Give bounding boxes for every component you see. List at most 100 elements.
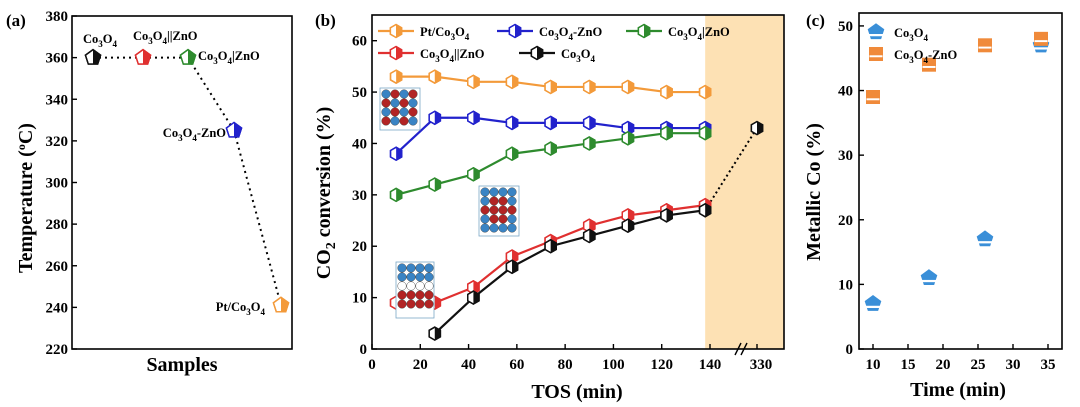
panel-b-label: (b) xyxy=(315,11,336,30)
panel-b-legend-label: Co3O4|ZnO xyxy=(668,25,730,42)
panel-c-legend-label: Co3O4 xyxy=(894,26,929,43)
panel-c-plot-frame xyxy=(858,12,1063,350)
panel-b-x-tick-label: 100 xyxy=(602,357,625,373)
panel-c-x-axis-title: Time (min) xyxy=(910,379,1006,401)
panel-b-y-tick-label: 30 xyxy=(352,188,367,204)
panel-b-legend-marker xyxy=(530,45,544,61)
panel-b-y-tick-label: 0 xyxy=(360,342,368,358)
panel-b-point xyxy=(750,120,764,136)
panel-a-x-axis-title: Samples xyxy=(146,354,217,376)
panel-b-plot-frame xyxy=(371,14,785,350)
panel-c-point xyxy=(1034,31,1048,46)
panel-b-point xyxy=(582,228,596,244)
panel-b-inset-layered xyxy=(395,261,435,319)
panel-b-point xyxy=(582,115,596,131)
panel-c-x-tick-label: 25 xyxy=(971,357,986,373)
panel-b-point xyxy=(544,79,557,95)
panel-b-point xyxy=(544,238,557,254)
panel-b-x-tick-label: 40 xyxy=(461,357,476,373)
panel-a-y-tick-label: 280 xyxy=(46,217,69,233)
panel-b-y-tick-label: 40 xyxy=(352,136,367,152)
panel-b-point xyxy=(428,326,442,341)
panel-b-point xyxy=(698,84,712,100)
panel-b-legend-marker xyxy=(389,23,403,39)
panel-b-point xyxy=(389,187,403,203)
panel-b-legend-marker xyxy=(389,45,403,61)
panel-a-point xyxy=(225,121,243,138)
panel-a-label: (a) xyxy=(6,11,26,30)
panel-a: (a) 220 240 260 280 300 320 340 360 380 Co3O4 Co3… xyxy=(6,9,293,376)
panel-c-point xyxy=(866,90,880,104)
panel-a-point xyxy=(134,48,152,65)
panel-a-y-tick-label: 240 xyxy=(46,300,69,316)
panel-b-legend-label: Co3O4 xyxy=(561,47,596,64)
panel-b-point xyxy=(621,120,635,136)
panel-b-x-tick-label: 80 xyxy=(558,357,573,373)
panel-b-shaded-region xyxy=(705,15,784,349)
panel-b-point xyxy=(544,141,557,156)
panel-a-y-tick-label: 380 xyxy=(46,9,69,25)
panel-b-legend-label: Co3O4-ZnO xyxy=(539,25,602,42)
panel-a-point xyxy=(272,296,290,313)
panel-b-x-tick-label: 60 xyxy=(509,357,524,373)
panel-b-extrapolation-line xyxy=(704,127,758,211)
panel-c-x-tick-label: 10 xyxy=(866,357,881,373)
panel-c: (c) 0 10 20 30 40 50 10 15 20 25 30 35 Co3O4 Co3O4-Z… xyxy=(803,11,1063,401)
panel-b-y-axis-title: CO2 conversion (%) xyxy=(313,107,339,280)
panel-b-point xyxy=(389,146,403,162)
panel-b-point xyxy=(505,74,519,90)
panel-b-point xyxy=(544,115,557,131)
panel-c-point xyxy=(920,269,938,285)
panel-a-y-tick-label: 340 xyxy=(46,92,69,108)
panel-b-series-line xyxy=(396,204,706,304)
panel-a-point-label: Co3O4|ZnO xyxy=(198,49,260,66)
panel-c-legend-label: Co3O4-ZnO xyxy=(894,48,957,65)
panel-a-point-label: Co3O4||ZnO xyxy=(133,29,198,46)
panel-b-point xyxy=(582,79,596,95)
panel-b-point xyxy=(467,74,480,90)
panel-a-point xyxy=(84,48,102,65)
panel-b-y-tick-label: 20 xyxy=(352,239,367,255)
panel-b-point xyxy=(428,69,442,84)
panel-b-point xyxy=(389,69,403,84)
panel-b-point xyxy=(582,218,596,233)
panel-b-inset-core-shell xyxy=(478,185,520,237)
panel-b-legend-marker xyxy=(508,23,522,39)
panel-c-y-tick-label: 50 xyxy=(838,19,853,35)
panel-c-x-tick-label: 15 xyxy=(901,357,916,373)
panel-c-x-tick-label: 30 xyxy=(1006,357,1021,373)
panel-c-legend-item: Co3O4-ZnO xyxy=(869,47,957,65)
panel-a-connector xyxy=(233,130,282,306)
panel-b-point xyxy=(505,259,519,275)
panel-b-axis-break xyxy=(734,342,742,356)
panel-c-y-axis-title: Metallic Co (%) xyxy=(803,123,825,261)
panel-c-x-tick-label: 20 xyxy=(936,357,951,373)
panel-c-point xyxy=(864,295,882,311)
panel-b-x-tick-label: 120 xyxy=(650,357,673,373)
panel-b-point xyxy=(467,110,480,126)
panel-b-legend-label: Co3O4||ZnO xyxy=(420,47,485,64)
panel-a-point-label: Co3O4-ZnO xyxy=(163,126,226,143)
panel-b-y-tick-label: 10 xyxy=(352,291,367,307)
panel-c-y-tick-label: 10 xyxy=(838,277,853,293)
panel-c-y-tick-label: 40 xyxy=(838,84,853,100)
panel-b-point xyxy=(467,166,480,182)
panel-b-point xyxy=(505,146,519,162)
panel-b-legend-item: Co3O4|ZnO xyxy=(626,23,730,42)
panel-b-legend-marker xyxy=(637,23,651,39)
panel-b-point xyxy=(428,177,442,192)
panel-b-x-tick-label: 330 xyxy=(750,357,773,373)
panel-b-point xyxy=(467,280,480,295)
panel-c-y-tick-label: 0 xyxy=(846,342,854,358)
panel-a-y-axis-title: Temperature (oC) xyxy=(14,123,37,273)
panel-c-point xyxy=(976,230,994,247)
panel-c-legend-marker xyxy=(869,47,883,61)
panel-c-point xyxy=(978,38,992,53)
panel-b-x-axis-title: TOS (min) xyxy=(531,381,622,403)
panel-b-x-tick-label: 0 xyxy=(368,357,376,373)
panel-b-inset-mixed xyxy=(379,87,421,131)
panel-b-series-line xyxy=(434,209,706,335)
panel-c-point xyxy=(922,57,936,72)
panel-b-y-tick-label: 60 xyxy=(352,34,367,50)
panel-b-point xyxy=(428,110,442,126)
